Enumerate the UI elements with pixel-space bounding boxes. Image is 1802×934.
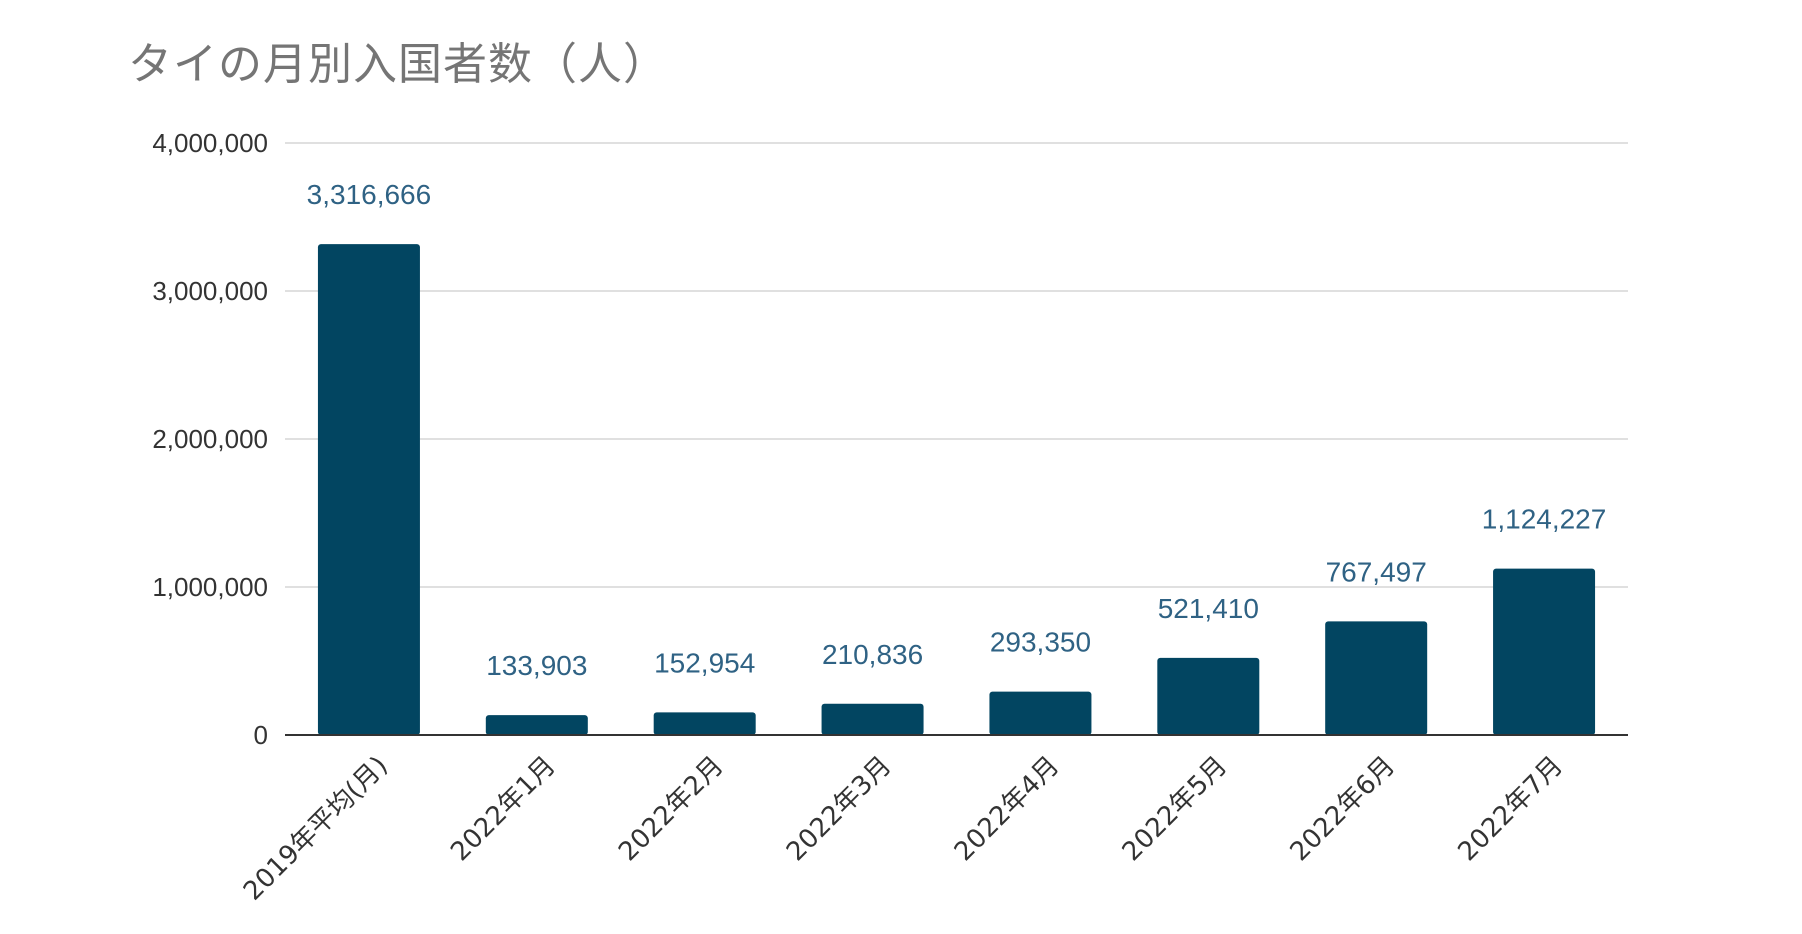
- bar: [1493, 568, 1596, 735]
- x-tick-label: 2019年平均(月): [238, 751, 394, 907]
- bar: [821, 703, 924, 735]
- x-tick-label: 2022年3月: [781, 751, 897, 867]
- x-tick-label: 2022年6月: [1285, 751, 1401, 867]
- chart-title: タイの月別入国者数（人）: [128, 39, 668, 90]
- bar: [989, 691, 1092, 735]
- data-label: 210,836: [822, 639, 923, 670]
- x-tick-label: 2022年5月: [1117, 751, 1233, 867]
- bar: [1325, 621, 1428, 735]
- data-label: 293,350: [990, 627, 1091, 658]
- y-tick-label: 1,000,000: [152, 572, 268, 602]
- x-tick-label: 2022年7月: [1453, 751, 1569, 867]
- x-tick-label: 2022年2月: [613, 751, 729, 867]
- data-label: 152,954: [654, 647, 755, 678]
- data-label: 521,410: [1158, 593, 1259, 624]
- x-tick-label: 2022年1月: [445, 751, 561, 867]
- data-label: 1,124,227: [1482, 504, 1607, 535]
- bar: [317, 244, 420, 736]
- bar: [485, 715, 588, 735]
- y-tick-label: 2,000,000: [152, 424, 268, 454]
- data-label: 3,316,666: [307, 179, 432, 210]
- y-tick-label: 0: [254, 720, 268, 750]
- bar: [653, 712, 756, 735]
- y-tick-label: 3,000,000: [152, 276, 268, 306]
- x-tick-label: 2022年4月: [949, 751, 1065, 867]
- y-tick-label: 4,000,000: [152, 128, 268, 158]
- bar: [1157, 657, 1260, 735]
- data-label: 767,497: [1326, 556, 1427, 587]
- data-label: 133,903: [486, 650, 587, 681]
